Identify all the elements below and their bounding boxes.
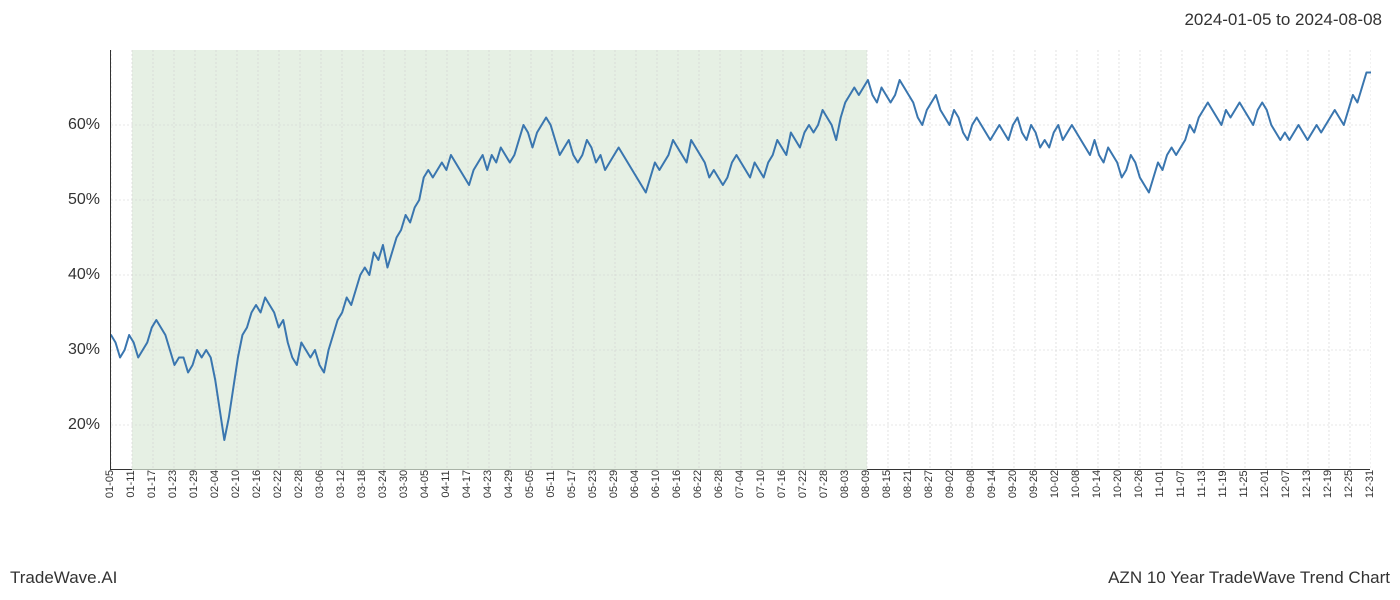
x-tick-label: 06-16 — [671, 470, 683, 498]
x-tick-label: 11-25 — [1238, 470, 1250, 497]
footer-brand: TradeWave.AI — [10, 568, 117, 588]
x-tick-label: 05-29 — [608, 470, 620, 498]
x-tick-label: 12-07 — [1280, 470, 1292, 498]
x-tick-label: 02-16 — [251, 470, 263, 498]
x-tick-label: 12-01 — [1259, 470, 1271, 498]
y-tick-label: 40% — [68, 266, 100, 284]
chart-container: 20%30%40%50%60% 01-0501-1101-1701-2301-2… — [110, 50, 1370, 500]
x-tick-label: 08-27 — [923, 470, 935, 498]
plot-area — [110, 50, 1370, 470]
x-tick-label: 01-11 — [125, 470, 137, 497]
x-tick-label: 07-04 — [734, 470, 746, 498]
x-tick-label: 08-09 — [860, 470, 872, 498]
x-tick-label: 01-17 — [146, 470, 158, 498]
x-tick-label: 05-11 — [545, 470, 557, 497]
x-tick-label: 09-14 — [986, 470, 998, 498]
x-tick-label: 05-05 — [524, 470, 536, 498]
x-tick-label: 08-21 — [902, 470, 914, 498]
x-tick-label: 12-25 — [1343, 470, 1355, 498]
x-tick-label: 04-17 — [461, 470, 473, 498]
x-tick-label: 03-30 — [398, 470, 410, 498]
x-tick-label: 09-20 — [1007, 470, 1019, 498]
x-tick-label: 09-08 — [965, 470, 977, 498]
x-tick-label: 04-29 — [503, 470, 515, 498]
x-tick-label: 10-26 — [1133, 470, 1145, 498]
x-tick-label: 10-14 — [1091, 470, 1103, 498]
x-tick-label: 10-08 — [1070, 470, 1082, 498]
x-tick-label: 02-28 — [293, 470, 305, 498]
y-tick-label: 50% — [68, 191, 100, 209]
y-tick-label: 20% — [68, 416, 100, 434]
x-tick-label: 05-17 — [566, 470, 578, 498]
x-tick-label: 01-23 — [167, 470, 179, 498]
x-tick-label: 06-22 — [692, 470, 704, 498]
x-tick-label: 12-19 — [1322, 470, 1334, 498]
x-tick-label: 04-23 — [482, 470, 494, 498]
x-tick-label: 01-29 — [188, 470, 200, 498]
x-tick-label: 11-07 — [1175, 470, 1187, 497]
y-tick-label: 30% — [68, 341, 100, 359]
x-tick-label: 02-22 — [272, 470, 284, 498]
x-tick-label: 03-18 — [356, 470, 368, 498]
x-tick-label: 04-05 — [419, 470, 431, 498]
highlight-region — [132, 50, 867, 470]
x-tick-label: 09-02 — [944, 470, 956, 498]
x-tick-label: 12-13 — [1301, 470, 1313, 498]
x-tick-label: 07-10 — [755, 470, 767, 498]
y-tick-label: 60% — [68, 116, 100, 134]
x-tick-label: 03-12 — [335, 470, 347, 498]
x-tick-label: 08-15 — [881, 470, 893, 498]
x-tick-label: 04-11 — [440, 470, 452, 497]
x-tick-label: 10-02 — [1049, 470, 1061, 498]
x-tick-label: 12-31 — [1364, 470, 1376, 498]
x-tick-label: 07-28 — [818, 470, 830, 498]
x-tick-label: 06-04 — [629, 470, 641, 498]
x-tick-label: 10-20 — [1112, 470, 1124, 498]
chart-svg — [111, 50, 1371, 470]
x-tick-label: 11-19 — [1217, 470, 1229, 497]
chart-title: AZN 10 Year TradeWave Trend Chart — [1108, 568, 1390, 588]
x-tick-label: 06-28 — [713, 470, 725, 498]
x-tick-label: 01-05 — [104, 470, 116, 498]
x-tick-label: 02-10 — [230, 470, 242, 498]
x-tick-label: 11-13 — [1196, 470, 1208, 497]
x-tick-label: 07-22 — [797, 470, 809, 498]
x-tick-label: 09-26 — [1028, 470, 1040, 498]
x-tick-label: 11-01 — [1154, 470, 1166, 497]
x-tick-label: 05-23 — [587, 470, 599, 498]
x-tick-label: 07-16 — [776, 470, 788, 498]
x-tick-label: 08-03 — [839, 470, 851, 498]
x-tick-label: 03-06 — [314, 470, 326, 498]
x-tick-label: 03-24 — [377, 470, 389, 498]
x-tick-label: 06-10 — [650, 470, 662, 498]
x-tick-label: 02-04 — [209, 470, 221, 498]
date-range-label: 2024-01-05 to 2024-08-08 — [1184, 10, 1382, 30]
